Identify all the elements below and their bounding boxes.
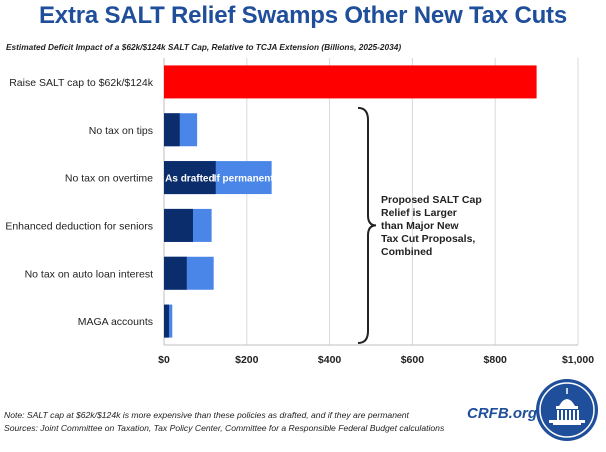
x-tick-label: $400: [318, 354, 342, 366]
x-tick-label: $0: [158, 354, 170, 366]
bar-label-as-drafted: As drafted: [165, 174, 214, 185]
category-label: Enhanced deduction for seniors: [5, 220, 153, 232]
capitol-seal-icon: [536, 379, 598, 441]
annotation-text: Tax Cut Proposals,: [381, 233, 475, 245]
brand-link[interactable]: CRFB.org: [467, 405, 537, 422]
bar-as-drafted: [164, 208, 193, 242]
x-tick-label: $1,000: [562, 354, 594, 366]
category-label: No tax on tips: [89, 125, 153, 137]
bar-as-drafted: [164, 256, 187, 290]
chart-title: Extra SALT Relief Swamps Other New Tax C…: [39, 2, 567, 29]
annotation-brace: [357, 106, 377, 344]
annotation-text: Relief is Larger: [381, 207, 457, 219]
category-label: MAGA accounts: [78, 316, 153, 328]
category-label: No tax on overtime: [65, 173, 153, 185]
annotation-text: than Major New: [381, 220, 459, 232]
category-label: No tax on auto loan interest: [25, 268, 153, 280]
x-tick-label: $600: [401, 354, 425, 366]
bar-label-if-permanent: If permanent: [214, 174, 275, 185]
annotation-text: Proposed SALT Cap: [381, 194, 482, 206]
category-label: Raise SALT cap to $62k/$124k: [9, 77, 154, 89]
bar-as-drafted: [164, 304, 169, 338]
x-tick-label: $200: [235, 354, 259, 366]
chart-subtitle: Estimated Deficit Impact of a $62k/$124k…: [6, 42, 402, 52]
annotation-text: Combined: [381, 246, 432, 258]
bar-as-drafted: [164, 113, 180, 147]
bar-salt-cap: [164, 65, 537, 99]
x-tick-label: $800: [484, 354, 508, 366]
footnote: Note: SALT cap at $62k/$124k is more exp…: [4, 410, 409, 420]
sources: Sources: Joint Committee on Taxation, Ta…: [4, 423, 445, 433]
bar-as-drafted: [164, 161, 216, 195]
